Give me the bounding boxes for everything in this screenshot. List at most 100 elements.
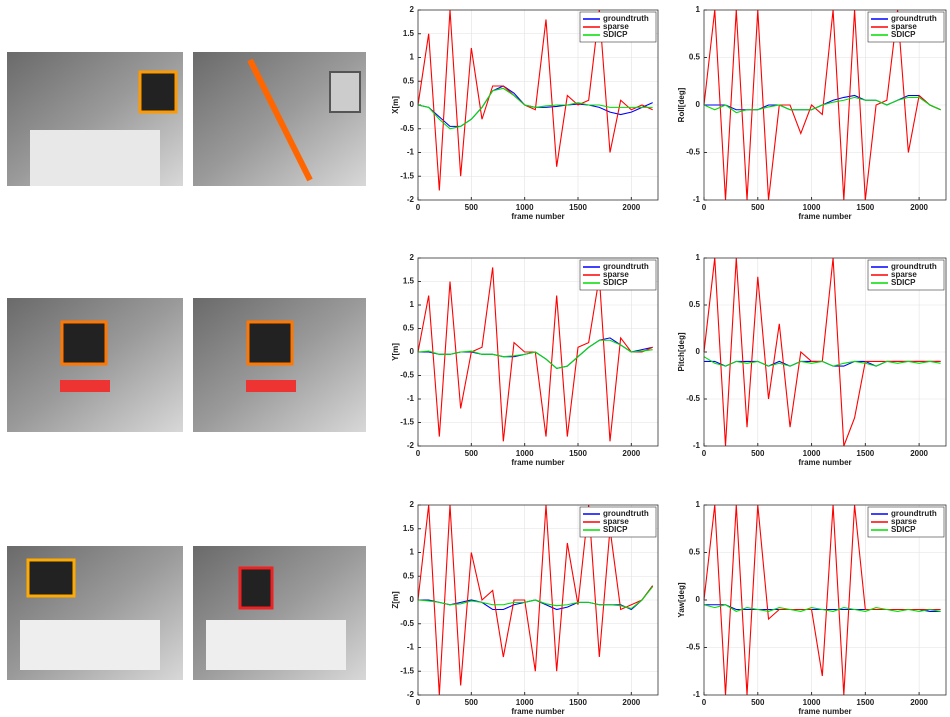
y-tick-label: -1 <box>407 148 415 157</box>
x-axis-label: frame number <box>511 707 564 716</box>
x-tick-label: 2000 <box>622 449 640 458</box>
y-axis-label: Y[m] <box>391 343 400 361</box>
x-tick-label: 1500 <box>569 449 587 458</box>
x-tick-label: 1000 <box>803 203 821 212</box>
y-tick-label: -1.5 <box>400 418 414 427</box>
y-tick-label: 0 <box>410 595 415 604</box>
photo-detail <box>20 620 160 670</box>
y-axis-label: Z[m] <box>391 591 400 609</box>
legend-label: SDICP <box>891 30 916 39</box>
legend: groundtruthsparseSDICP <box>580 260 656 290</box>
legend-label: SDICP <box>603 30 628 39</box>
x-tick-label: 500 <box>465 698 479 707</box>
x-tick-label: 1500 <box>856 698 874 707</box>
x-tick-label: 500 <box>751 449 765 458</box>
photo-detail <box>206 620 346 670</box>
y-tick-label: 2 <box>410 5 415 14</box>
x-tick-label: 0 <box>416 449 421 458</box>
y-tick-label: -2 <box>407 195 415 204</box>
photo-detail <box>30 130 160 186</box>
y-tick-label: 1 <box>696 500 701 509</box>
y-tick-label: 0.5 <box>689 300 701 309</box>
y-tick-label: 0.5 <box>689 548 701 557</box>
x-tick-label: 500 <box>751 698 765 707</box>
y-tick-label: -0.5 <box>400 124 414 133</box>
y-tick-label: 0 <box>696 595 701 604</box>
y-axis-label: Yaw[deg] <box>677 582 686 617</box>
x-axis-label: frame number <box>798 212 851 221</box>
photo-detail <box>62 322 106 364</box>
y-tick-label: -1.5 <box>400 171 414 180</box>
y-tick-label: 2 <box>410 253 415 262</box>
y-tick-label: -1 <box>407 643 415 652</box>
y-tick-label: -2 <box>407 441 415 450</box>
chart: 0500100015002000-2-1.5-1-0.500.511.52fra… <box>391 500 658 716</box>
legend: groundtruthsparseSDICP <box>868 12 944 42</box>
x-tick-label: 1500 <box>569 203 587 212</box>
legend-label: SDICP <box>603 525 628 534</box>
x-tick-label: 2000 <box>910 698 928 707</box>
legend-label: SDICP <box>891 525 916 534</box>
x-tick-label: 0 <box>702 449 707 458</box>
photo-detail <box>60 380 110 392</box>
legend: groundtruthsparseSDICP <box>868 507 944 537</box>
photo-detail <box>246 380 296 392</box>
x-tick-label: 2000 <box>622 698 640 707</box>
x-tick-label: 500 <box>465 449 479 458</box>
photo-detail <box>140 72 176 112</box>
figure: 0500100015002000-2-1.5-1-0.500.511.52fra… <box>0 0 950 717</box>
photo-detail <box>28 560 74 596</box>
x-tick-label: 0 <box>416 203 421 212</box>
chart: 0500100015002000-1-0.500.51frame numberR… <box>677 5 946 221</box>
x-tick-label: 0 <box>702 203 707 212</box>
legend: groundtruthsparseSDICP <box>580 507 656 537</box>
chart: 0500100015002000-2-1.5-1-0.500.511.52fra… <box>391 253 658 467</box>
x-tick-label: 2000 <box>910 449 928 458</box>
x-tick-label: 1500 <box>856 203 874 212</box>
y-tick-label: 0.5 <box>689 53 701 62</box>
y-tick-label: -1.5 <box>400 666 414 675</box>
photo-detail <box>330 72 360 112</box>
chart: 0500100015002000-2-1.5-1-0.500.511.52fra… <box>391 5 658 221</box>
y-tick-label: 1 <box>696 5 701 14</box>
x-tick-label: 1000 <box>516 203 534 212</box>
y-axis-label: Roll[deg] <box>677 87 686 122</box>
x-tick-label: 2000 <box>622 203 640 212</box>
y-tick-label: 0.5 <box>403 76 415 85</box>
x-tick-label: 0 <box>702 698 707 707</box>
y-tick-label: 1 <box>696 253 701 262</box>
legend-label: SDICP <box>891 278 916 287</box>
x-tick-label: 500 <box>751 203 765 212</box>
x-axis-label: frame number <box>511 458 564 467</box>
y-tick-label: -2 <box>407 690 415 699</box>
y-tick-label: -1 <box>693 441 701 450</box>
y-axis-label: Pitch[deg] <box>677 332 686 371</box>
y-tick-label: 1.5 <box>403 524 415 533</box>
y-tick-label: 0 <box>696 347 701 356</box>
x-tick-label: 1000 <box>516 449 534 458</box>
x-tick-label: 1000 <box>803 698 821 707</box>
y-tick-label: -0.5 <box>400 619 414 628</box>
y-tick-label: 1 <box>410 300 415 309</box>
x-tick-label: 1000 <box>516 698 534 707</box>
x-tick-label: 2000 <box>910 203 928 212</box>
photo-detail <box>240 568 272 608</box>
y-tick-label: 2 <box>410 500 415 509</box>
y-tick-label: 1.5 <box>403 277 415 286</box>
y-tick-label: 1 <box>410 548 415 557</box>
x-tick-label: 0 <box>416 698 421 707</box>
y-axis-label: X[m] <box>391 96 400 114</box>
y-tick-label: 0 <box>410 347 415 356</box>
y-tick-label: -0.5 <box>400 371 414 380</box>
y-tick-label: 0.5 <box>403 324 415 333</box>
page: 0500100015002000-2-1.5-1-0.500.511.52fra… <box>0 0 950 717</box>
x-tick-label: 1000 <box>803 449 821 458</box>
x-axis-label: frame number <box>798 458 851 467</box>
x-tick-label: 500 <box>465 203 479 212</box>
x-axis-label: frame number <box>511 212 564 221</box>
legend-label: SDICP <box>603 278 628 287</box>
x-axis-label: frame number <box>798 707 851 716</box>
y-tick-label: 1.5 <box>403 29 415 38</box>
